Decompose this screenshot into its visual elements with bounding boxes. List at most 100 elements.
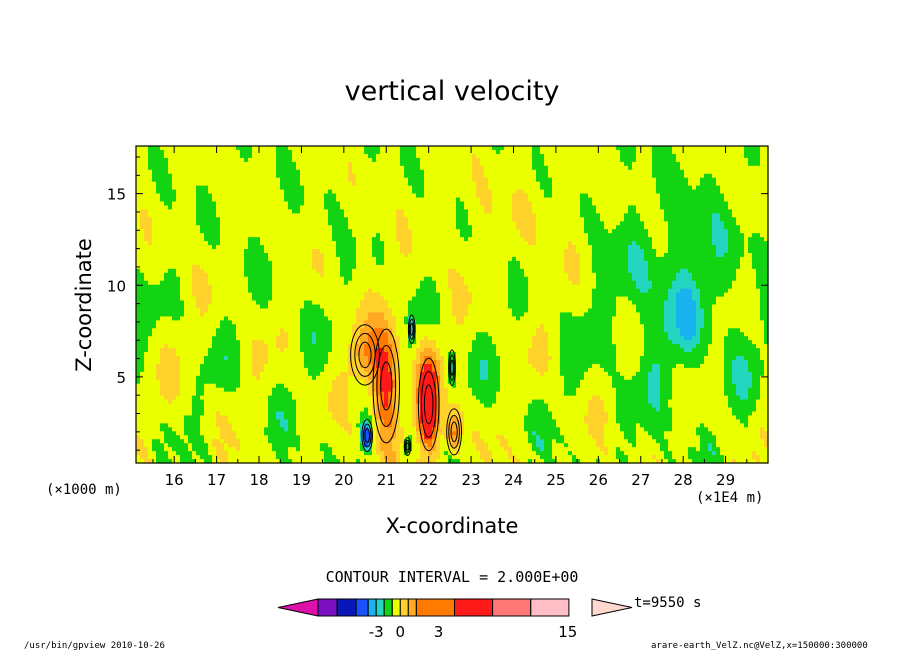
field-cell <box>196 336 201 341</box>
field-cell <box>164 241 169 246</box>
field-cell <box>208 399 213 405</box>
field-cell <box>160 383 165 389</box>
field-cell <box>140 241 145 246</box>
field-cell <box>204 363 209 369</box>
field-cell <box>328 403 333 409</box>
field-cell <box>160 241 165 246</box>
field-cell <box>336 403 341 409</box>
field-cell <box>176 340 181 345</box>
field-cell <box>220 423 225 428</box>
field-cell <box>376 455 381 460</box>
field-cell <box>384 213 389 218</box>
field-cell <box>284 431 289 436</box>
field-cell <box>240 213 245 218</box>
field-cell <box>228 264 233 270</box>
field-cell <box>280 375 285 381</box>
field-cell <box>372 225 377 230</box>
field-cell <box>296 348 301 353</box>
field-cell <box>172 292 177 298</box>
field-cell <box>380 197 385 203</box>
field-cell <box>332 225 337 230</box>
field-cell <box>328 375 333 381</box>
field-cell <box>228 225 233 230</box>
field-cell <box>280 371 285 377</box>
field-cell <box>336 363 341 369</box>
field-cell <box>356 193 361 199</box>
field-cell <box>292 149 297 155</box>
field-cell <box>180 340 185 345</box>
field-cell <box>376 252 381 258</box>
field-cell <box>320 363 325 369</box>
field-cell <box>268 447 273 452</box>
field-cell <box>156 316 161 321</box>
field-cell <box>180 383 185 389</box>
field-cell <box>372 276 377 282</box>
field-cell <box>316 383 321 389</box>
field-cell <box>208 245 213 250</box>
field-cell <box>300 316 305 321</box>
field-cell <box>192 336 197 341</box>
field-cell <box>160 153 165 159</box>
field-cell <box>276 344 281 349</box>
field-cell <box>148 229 153 234</box>
field-cell <box>336 336 341 341</box>
field-cell <box>344 328 349 333</box>
field-cell <box>164 391 169 397</box>
field-cell <box>284 284 289 290</box>
field-cell <box>152 189 157 195</box>
field-cell <box>292 229 297 234</box>
field-cell <box>380 288 385 294</box>
field-cell <box>344 356 349 361</box>
field-cell <box>200 272 205 278</box>
field-cell <box>224 292 229 298</box>
field-cell <box>252 431 257 436</box>
field-cell <box>384 169 389 175</box>
field-cell <box>308 459 313 464</box>
field-cell <box>376 415 381 421</box>
field-cell <box>368 221 373 226</box>
field-cell <box>304 451 309 456</box>
field-cell <box>172 157 177 163</box>
field-cell <box>380 292 385 298</box>
field-cell <box>272 324 277 329</box>
field-cell <box>324 205 329 210</box>
field-cell <box>384 189 389 195</box>
field-cell <box>136 296 141 302</box>
field-cell <box>356 165 361 171</box>
field-cell <box>332 209 337 214</box>
field-cell <box>328 356 333 361</box>
field-cell <box>292 197 297 203</box>
field-cell <box>248 407 253 413</box>
field-cell <box>168 324 173 329</box>
field-cell <box>376 395 381 401</box>
field-cell <box>380 217 385 222</box>
field-cell <box>288 157 293 163</box>
field-cell <box>344 252 349 258</box>
field-cell <box>368 157 373 163</box>
field-cell <box>324 193 329 199</box>
field-cell <box>156 217 161 222</box>
field-cell <box>308 245 313 250</box>
field-cell <box>180 153 185 159</box>
field-cell <box>284 173 289 179</box>
field-cell <box>240 316 245 321</box>
field-cell <box>216 209 221 214</box>
field-cell <box>192 383 197 389</box>
field-cell <box>268 312 273 317</box>
field-cell <box>196 292 201 298</box>
field-cell <box>192 149 197 155</box>
field-cell <box>172 447 177 452</box>
field-cell <box>260 161 265 167</box>
field-cell <box>196 173 201 179</box>
field-cell <box>360 225 365 230</box>
field-cell <box>292 284 297 290</box>
field-cell <box>236 249 241 254</box>
field-cell <box>148 403 153 409</box>
field-cell <box>364 260 369 266</box>
field-cell <box>220 447 225 452</box>
field-cell <box>208 153 213 159</box>
field-cell <box>176 241 181 246</box>
field-cell <box>360 189 365 195</box>
field-cell <box>352 328 357 333</box>
field-cell <box>308 193 313 199</box>
